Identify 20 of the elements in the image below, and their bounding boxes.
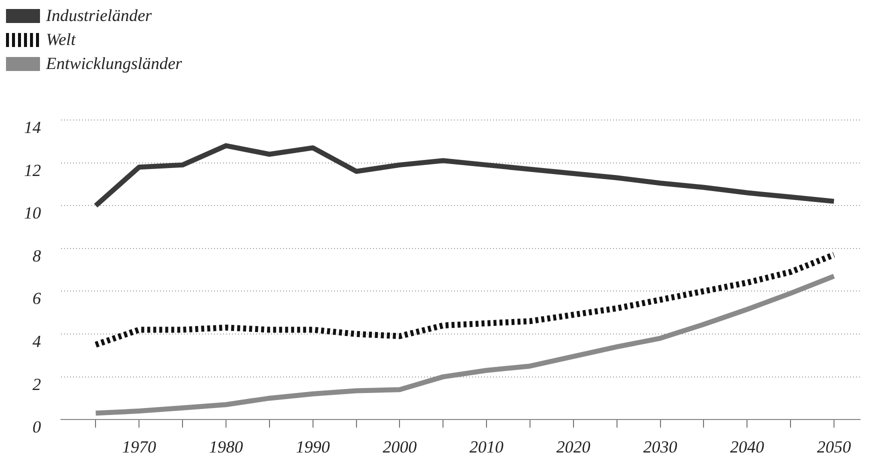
y-tick-label: 10 xyxy=(24,204,42,223)
y-tick-label: 2 xyxy=(32,374,42,394)
x-tick-label: 2000 xyxy=(382,437,418,456)
legend-label: Welt xyxy=(46,30,76,50)
y-tick-label: 14 xyxy=(24,118,42,137)
x-tick-label: 2040 xyxy=(730,437,765,456)
y-tick-label: 4 xyxy=(32,332,42,351)
x-tick-label: 2010 xyxy=(470,437,504,456)
x-tick-label: 1990 xyxy=(296,437,330,456)
legend-label: Entwicklungsländer xyxy=(46,54,182,74)
y-tick-label: 8 xyxy=(32,246,42,266)
x-tick-label: 2020 xyxy=(556,437,591,456)
legend-label: Industrieländer xyxy=(46,6,152,26)
x-tick-label: 2030 xyxy=(643,437,678,456)
y-tick-label: 6 xyxy=(32,289,42,308)
x-tick-label: 2050 xyxy=(816,437,852,456)
x-tick-label: 1970 xyxy=(122,437,157,456)
x-tick-label: 1980 xyxy=(209,437,244,456)
y-tick-label: 0 xyxy=(32,418,42,437)
y-tick-label: 12 xyxy=(24,160,42,180)
